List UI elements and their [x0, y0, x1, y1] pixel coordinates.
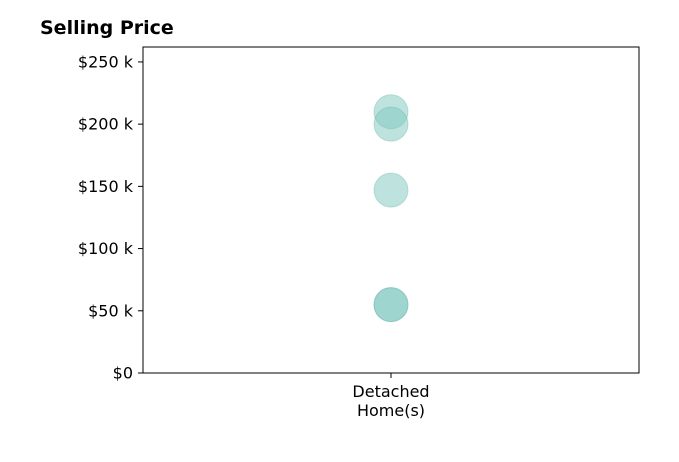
- y-axis: $0 $50 k $100 k $150 k $200 k $250 k: [78, 52, 143, 383]
- y-tick-label: $250 k: [78, 52, 134, 71]
- x-category-label: Detached Home(s): [352, 382, 429, 420]
- points-layer: [373, 94, 409, 323]
- scatter-point: [373, 106, 409, 142]
- scatter-point: [373, 172, 409, 208]
- scatter-point: [373, 287, 409, 323]
- y-tick-label: $100 k: [78, 239, 134, 258]
- y-tick-label: $150 k: [78, 177, 134, 196]
- y-tick-label: $200 k: [78, 115, 134, 134]
- y-tick-label: $50 k: [88, 301, 134, 320]
- y-tick-label: $0: [113, 364, 133, 383]
- x-axis: Detached Home(s): [352, 373, 430, 420]
- chart-title: Selling Price: [40, 17, 174, 39]
